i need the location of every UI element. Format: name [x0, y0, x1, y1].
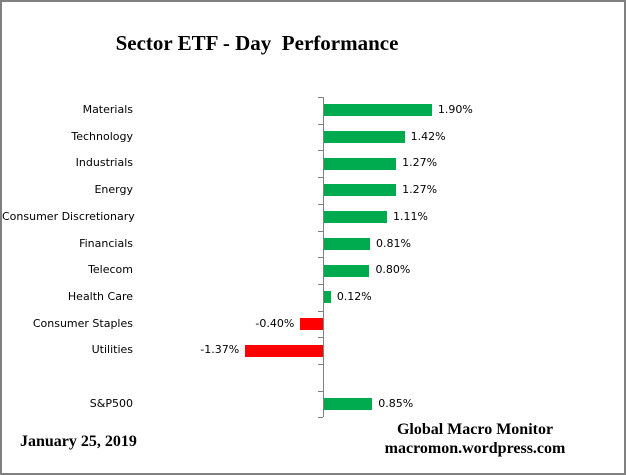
positive-bar — [324, 237, 370, 250]
category-label: Technology — [71, 129, 133, 143]
axis-tick — [318, 150, 323, 151]
footer-date: January 25, 2019 — [20, 433, 137, 450]
category-label: Materials — [82, 103, 133, 116]
axis-tick — [318, 97, 323, 98]
axis-tick — [318, 391, 323, 392]
negative-bar — [245, 344, 323, 357]
chart-title: Sector ETF - Day Performance — [115, 31, 399, 55]
footer-brand: Global Macro Monitor macromon.wordpress.… — [365, 420, 585, 458]
value-label: -0.40% — [255, 316, 295, 330]
category-label: Consumer Staples — [32, 316, 133, 330]
axis-tick — [318, 337, 323, 338]
category-label: Health Care — [67, 289, 133, 303]
category-axis-line — [323, 97, 324, 418]
value-label: 1.11% — [393, 209, 428, 223]
category-label: Telecom — [88, 263, 133, 277]
category-label: Energy — [94, 183, 133, 197]
positive-bar — [324, 131, 405, 144]
category-label: S&P500 — [89, 396, 133, 410]
axis-tick — [318, 284, 323, 285]
axis-tick — [318, 364, 323, 365]
positive-bar — [324, 398, 373, 411]
positive-bar — [324, 264, 370, 277]
positive-bar — [324, 211, 388, 224]
category-label — [2, 364, 133, 391]
axis-tick — [318, 231, 323, 232]
category-label: Financials — [79, 236, 133, 250]
axis-tick — [318, 311, 323, 312]
footer-brand-line2: macromon.wordpress.com — [384, 440, 566, 457]
axis-tick — [318, 257, 323, 258]
axis-tick — [318, 124, 323, 125]
footer-brand-line1: Global Macro Monitor — [396, 421, 554, 438]
positive-bar — [324, 104, 432, 117]
positive-bar — [324, 291, 331, 304]
positive-bar — [324, 184, 397, 197]
value-label: 1.42% — [410, 129, 446, 143]
value-label: 1.27% — [402, 183, 438, 197]
category-label: Industrials — [75, 156, 133, 170]
category-label: Utilities — [91, 343, 133, 357]
negative-bar — [300, 317, 323, 330]
category-label: Consumer Discretionary — [2, 209, 135, 223]
value-label: 1.90% — [437, 103, 473, 116]
value-label: 0.81% — [376, 236, 411, 250]
axis-tick — [318, 204, 323, 205]
value-label: 0.80% — [375, 263, 411, 277]
value-label: 1.27% — [402, 156, 438, 170]
value-label: 0.85% — [378, 396, 414, 410]
axis-tick — [318, 417, 323, 418]
value-label: -1.37% — [200, 343, 240, 357]
positive-bar — [324, 157, 397, 170]
axis-tick — [318, 177, 323, 178]
value-label: 0.12% — [336, 289, 372, 303]
